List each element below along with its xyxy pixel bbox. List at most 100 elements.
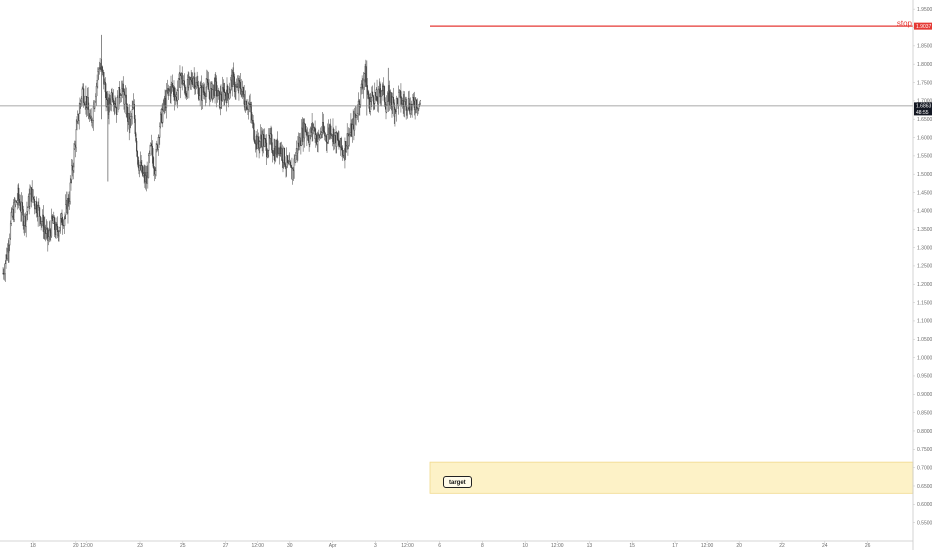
candle	[330, 118, 332, 139]
price-tick-label: 0.8500	[917, 410, 932, 416]
time-tick-label: 8	[481, 543, 484, 549]
candle	[194, 72, 196, 95]
candle	[88, 102, 90, 120]
candle	[357, 104, 359, 121]
candle	[292, 167, 294, 185]
candle	[318, 129, 320, 140]
candle	[199, 82, 201, 107]
candle-body	[376, 89, 378, 102]
candle-body	[360, 87, 362, 105]
candle-body	[379, 87, 381, 94]
candle-body	[111, 92, 113, 99]
candle	[18, 183, 20, 209]
candle-body	[157, 137, 159, 150]
time-tick-label: 13	[587, 543, 593, 549]
candle	[204, 83, 206, 100]
candle	[33, 196, 35, 204]
candle	[271, 127, 273, 153]
candle	[21, 195, 23, 216]
candle-body	[242, 87, 244, 95]
candle-body	[184, 87, 186, 95]
candle	[68, 194, 70, 207]
time-tick-label: 27	[223, 543, 229, 549]
candle	[152, 148, 154, 168]
candle	[155, 143, 157, 177]
candle-body	[248, 103, 250, 105]
candle-body	[32, 189, 34, 198]
candle	[399, 90, 401, 99]
candle-body	[29, 193, 31, 207]
candle-body	[171, 83, 174, 88]
candle	[319, 127, 321, 140]
candle-body	[259, 141, 261, 149]
candle	[112, 89, 115, 112]
candle-body	[180, 75, 182, 88]
candle-body	[18, 187, 20, 200]
candle	[172, 85, 174, 98]
candle-body	[372, 95, 374, 102]
candle-body	[342, 149, 344, 156]
candle-body	[75, 129, 77, 148]
candle	[59, 213, 62, 234]
candle-body	[103, 72, 105, 85]
time-tick-label: 25	[180, 543, 186, 549]
candle-body	[251, 112, 253, 121]
candle	[201, 82, 203, 110]
time-tick-label: 20	[73, 543, 79, 549]
price-tick-label: 1.6500	[917, 117, 932, 123]
candle	[396, 97, 398, 104]
candle	[248, 95, 250, 113]
candle	[121, 80, 123, 103]
candle	[16, 193, 18, 210]
candle	[198, 88, 200, 101]
candle-body	[79, 103, 81, 114]
candle	[405, 96, 407, 120]
time-tick-label: 26	[865, 543, 871, 549]
candle	[407, 107, 409, 119]
candle-body	[56, 223, 58, 227]
candle	[241, 90, 243, 97]
time-tick-label: 15	[629, 543, 635, 549]
time-tick-label: 3	[374, 543, 377, 549]
candle	[363, 72, 365, 91]
candle-body	[201, 86, 203, 101]
candle-body	[257, 136, 259, 145]
time-tick-label: 6	[438, 543, 441, 549]
candle	[355, 106, 357, 126]
candle-body	[402, 100, 404, 105]
candle-body	[191, 77, 193, 83]
candle	[53, 215, 56, 238]
candle	[98, 61, 100, 75]
stop-price-tag	[914, 22, 932, 30]
candle-body	[330, 134, 333, 136]
candle-body	[72, 166, 74, 171]
candle	[168, 84, 170, 100]
candle-body	[216, 95, 218, 97]
candle-body	[197, 84, 199, 88]
candle-body	[316, 134, 318, 145]
candle	[365, 59, 367, 87]
candle-body	[411, 104, 413, 111]
candle-body	[232, 72, 234, 87]
candle-body	[207, 82, 209, 90]
candle-body	[49, 229, 51, 233]
candle	[67, 191, 69, 224]
candle-body	[228, 92, 230, 99]
last-price-tag	[914, 102, 932, 116]
candle	[197, 75, 199, 95]
candle	[26, 201, 28, 222]
candle	[268, 128, 270, 158]
candle-body	[419, 100, 421, 105]
candle	[216, 85, 218, 103]
candle	[377, 85, 380, 113]
candle	[371, 86, 373, 108]
candle	[171, 74, 174, 92]
candle-body	[129, 118, 131, 130]
candle	[212, 89, 214, 103]
candle	[215, 75, 218, 108]
candle-body	[266, 155, 268, 158]
candle-body	[78, 113, 80, 121]
candle	[110, 89, 112, 112]
candle	[205, 78, 207, 104]
